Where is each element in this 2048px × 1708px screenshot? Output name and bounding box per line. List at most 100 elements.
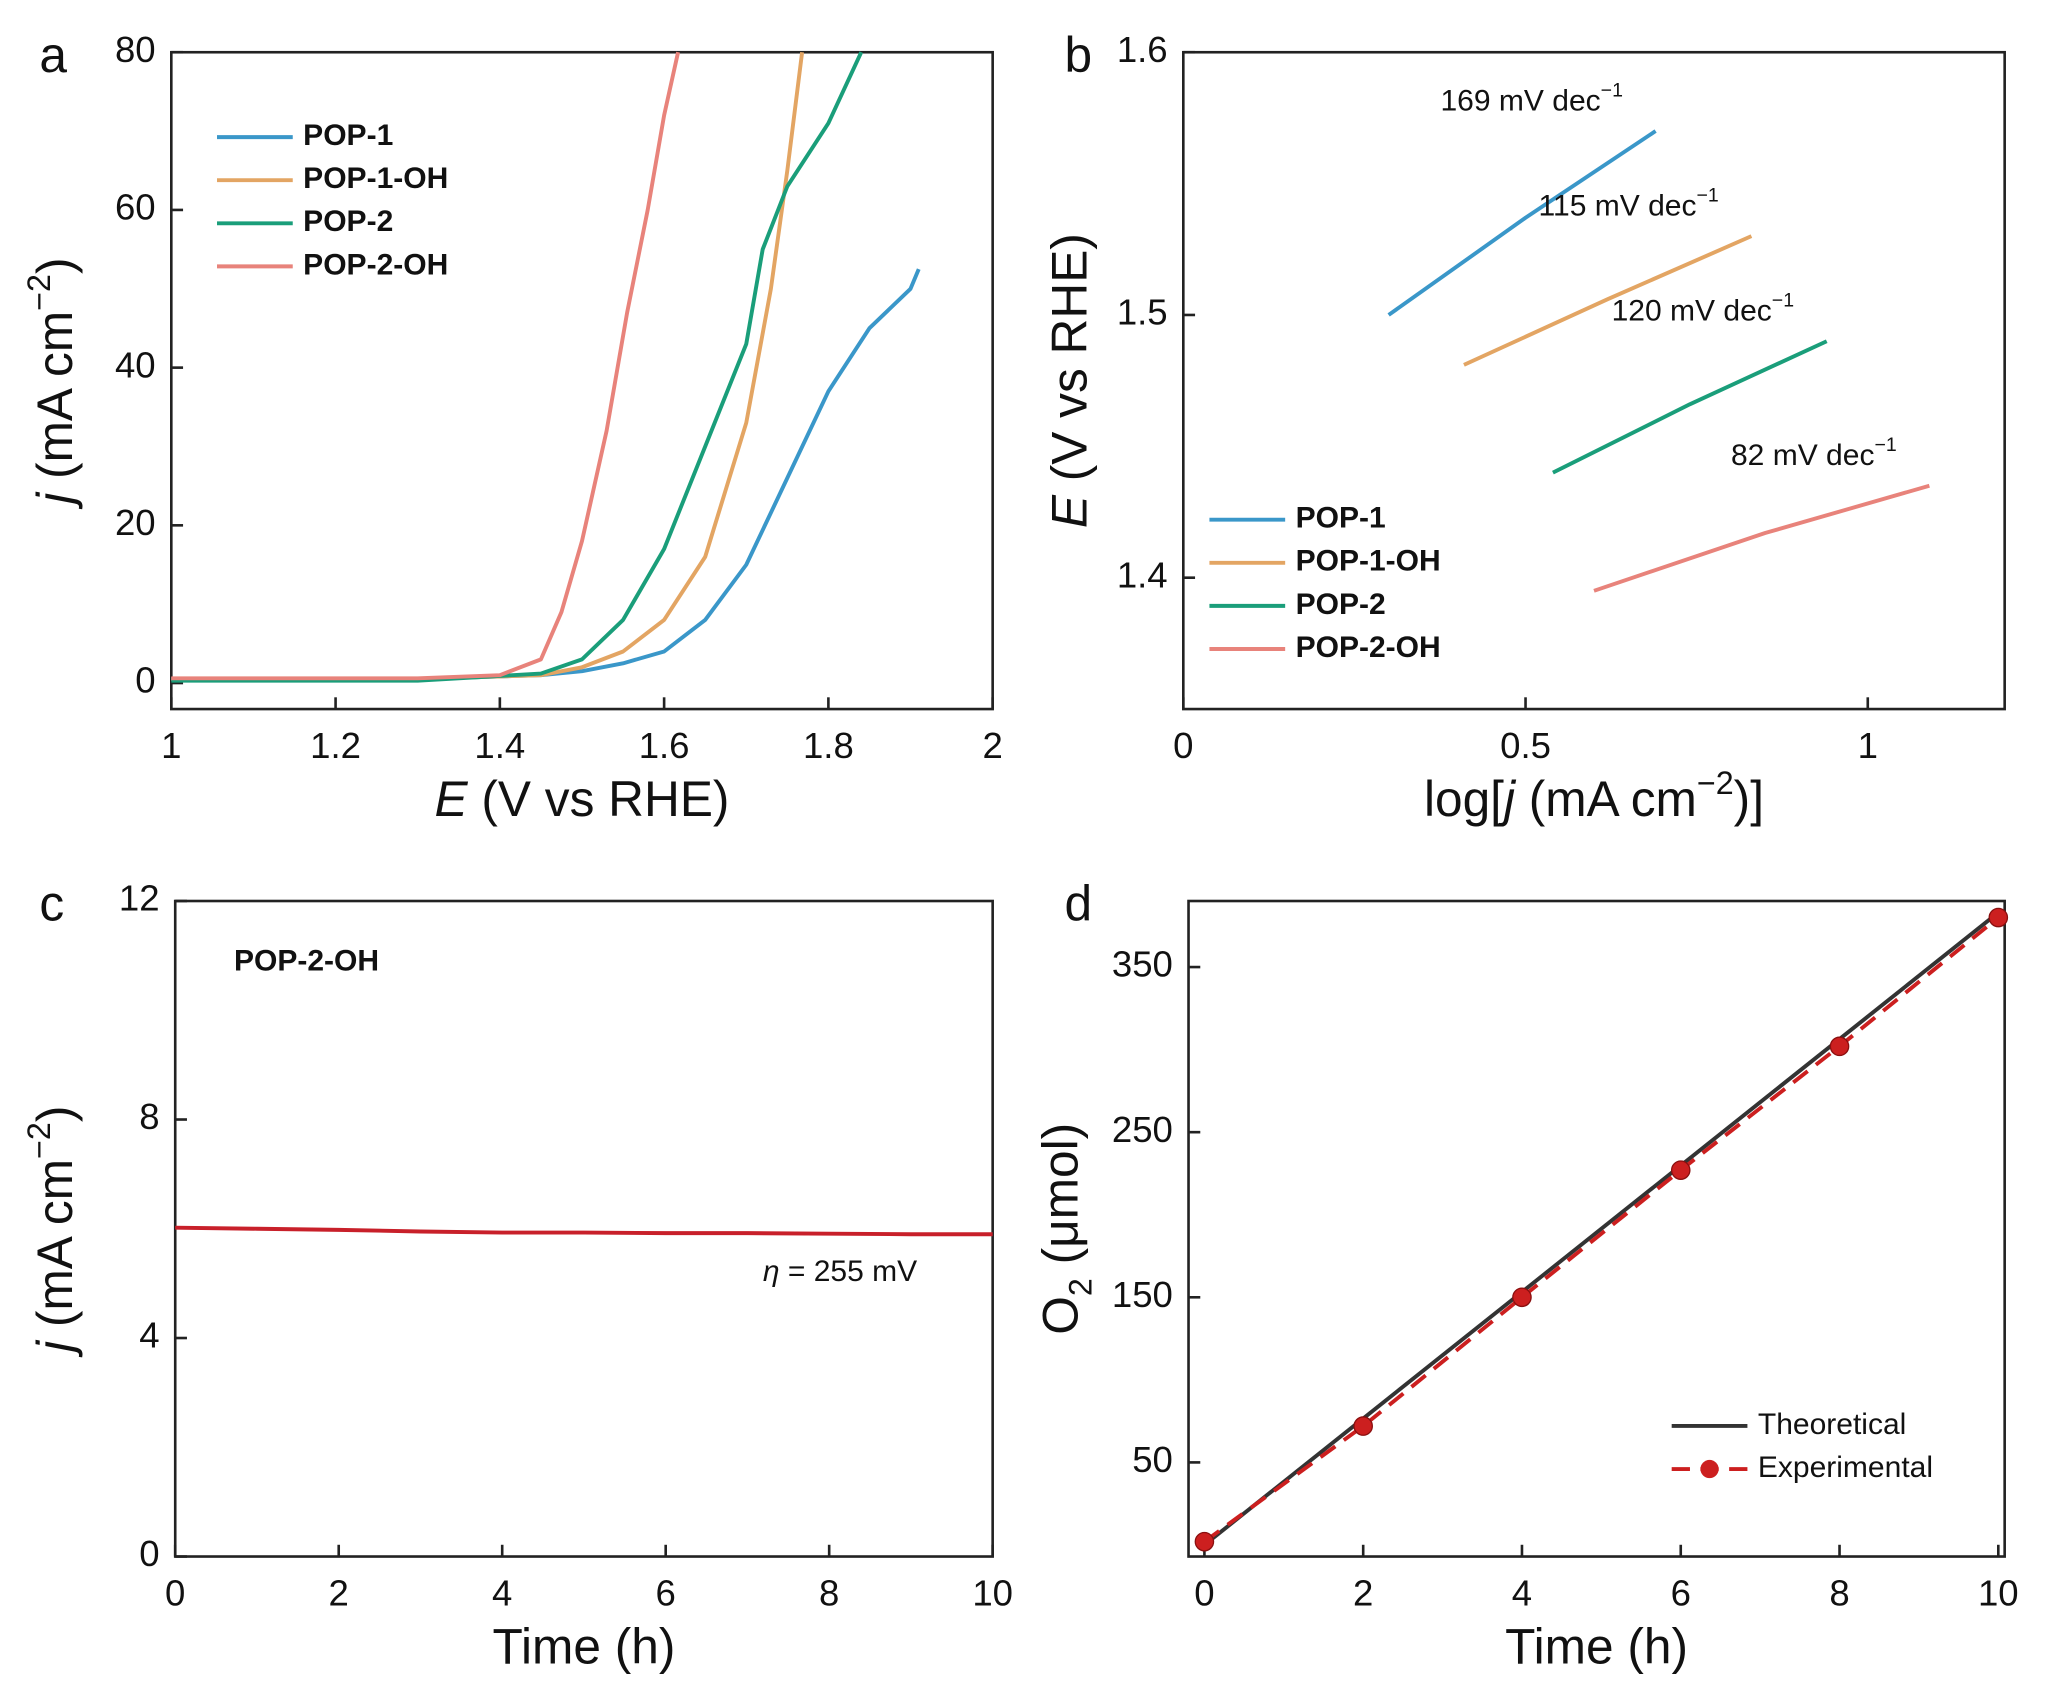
x-axis-label: log[j (mA cm−2)]: [1424, 765, 1764, 828]
x-tick-label: 1.4: [474, 725, 525, 766]
panel-label: d: [1064, 876, 1092, 932]
data-point: [1670, 1160, 1691, 1180]
y-axis-label-part: −2: [21, 274, 57, 311]
x-tick-label: 0.5: [1500, 725, 1551, 766]
annotation-part: η: [763, 1255, 780, 1288]
y-axis-label: j (mA cm−2): [21, 1106, 84, 1358]
slope-label-part: 169 mV dec: [1440, 84, 1600, 117]
slope-label: 82 mV dec−1: [1731, 434, 1897, 472]
x-tick-label: 1.6: [639, 725, 690, 766]
y-axis-label-part: j: [27, 1339, 83, 1358]
x-axis-label-part: Time (h): [1505, 1619, 1688, 1675]
data-point: [1194, 1531, 1215, 1552]
x-axis-label-part: Time (h): [493, 1619, 676, 1675]
y-axis-label: j (mA cm−2): [21, 258, 84, 510]
x-tick-label: 0: [1173, 725, 1193, 766]
x-axis-label: Time (h): [1505, 1619, 1688, 1675]
legend-label: Theoretical: [1758, 1408, 1906, 1441]
series-line: [1552, 339, 1828, 475]
series-line: [171, 51, 864, 683]
series-line: [175, 1225, 993, 1237]
slope-label: 115 mV dec−1: [1539, 185, 1719, 223]
x-tick-label: 6: [1671, 1572, 1691, 1613]
y-axis-label-part: (mA cm: [27, 1159, 83, 1341]
legend-marker: [1700, 1459, 1719, 1479]
y-tick-label: 4: [139, 1315, 159, 1356]
y-axis-label-part: ): [27, 258, 83, 275]
y-tick-label: 12: [119, 878, 160, 919]
x-tick-label: 2: [329, 1572, 349, 1613]
y-axis-label-part: (μmol): [1033, 1123, 1089, 1278]
panel-label: a: [39, 27, 67, 83]
legend-label: POP-1: [303, 119, 393, 152]
y-tick-label: 0: [135, 660, 155, 701]
x-axis-label-part: (mA cm: [1515, 771, 1697, 827]
data-point: [1829, 1036, 1850, 1057]
plot-frame: [1182, 50, 2006, 711]
legend-label: POP-1: [1296, 502, 1386, 535]
x-axis-label: E (V vs RHE): [435, 771, 730, 827]
x-axis-label: Time (h): [493, 1619, 676, 1675]
y-axis-label-part: 2: [1062, 1278, 1098, 1296]
x-axis-label-part: log[: [1424, 771, 1504, 827]
panel-label: c: [39, 876, 64, 932]
y-tick-label: 20: [115, 502, 156, 543]
slope-label-part: 120 mV dec: [1612, 294, 1772, 327]
x-axis-label-part: )]: [1734, 771, 1764, 827]
slope-label-part: −1: [1874, 434, 1896, 456]
legend-label: POP-2: [303, 205, 393, 238]
x-tick-label: 2: [982, 725, 1002, 766]
x-tick-label: 1.2: [310, 725, 361, 766]
series-line: [1593, 483, 1930, 593]
series-line: [171, 51, 680, 681]
x-tick-label: 0: [165, 1572, 185, 1613]
x-tick-label: 4: [492, 1572, 512, 1613]
y-tick-label: 1.5: [1117, 292, 1168, 333]
data-point: [1988, 907, 2009, 928]
y-tick-label: 8: [139, 1096, 159, 1137]
plot-frame: [170, 50, 994, 711]
slope-label: 120 mV dec−1: [1612, 290, 1794, 328]
y-tick-label: 1.4: [1117, 554, 1168, 595]
y-tick-label: 40: [115, 344, 156, 385]
legend-label: POP-2-OH: [303, 248, 448, 281]
x-axis-label-part: (V vs RHE): [468, 771, 730, 827]
slope-label-part: −1: [1601, 79, 1623, 101]
legend-label: Experimental: [1758, 1451, 1933, 1484]
y-tick-label: 350: [1112, 944, 1173, 985]
data-point: [1512, 1287, 1532, 1308]
y-tick-label: 150: [1112, 1274, 1173, 1315]
x-tick-label: 2: [1353, 1572, 1373, 1613]
y-tick-label: 1.6: [1117, 29, 1168, 70]
y-tick-label: 60: [115, 187, 156, 228]
slope-label-part: −1: [1697, 185, 1719, 207]
y-axis-label: E (V vs RHE): [1042, 233, 1098, 528]
slope-label: 169 mV dec−1: [1440, 79, 1622, 117]
y-axis-label-part: j: [27, 491, 83, 510]
slope-label-part: 82 mV dec: [1731, 439, 1874, 472]
x-tick-label: 8: [819, 1572, 839, 1613]
legend-label: POP-1-OH: [1296, 545, 1441, 578]
x-axis-label-part: E: [435, 771, 469, 827]
y-axis-label-part: −2: [21, 1122, 57, 1159]
y-axis-label-part: E: [1042, 494, 1098, 528]
y-tick-label: 50: [1132, 1439, 1173, 1480]
x-tick-label: 4: [1512, 1572, 1532, 1613]
plot-frame: [1187, 899, 2006, 1558]
y-axis-label-part: (V vs RHE): [1042, 233, 1098, 495]
x-tick-label: 0: [1194, 1572, 1214, 1613]
y-tick-label: 250: [1112, 1109, 1173, 1150]
x-tick-label: 1: [161, 725, 181, 766]
slope-label-part: 115 mV dec: [1539, 189, 1697, 222]
slope-label-part: −1: [1772, 290, 1794, 312]
series-line: [1203, 915, 2000, 1544]
panel-label: b: [1064, 27, 1092, 83]
x-tick-label: 10: [1978, 1572, 2019, 1613]
series-line: [1387, 129, 1657, 317]
y-axis-label-part: ): [27, 1106, 83, 1123]
x-tick-label: 1.8: [803, 725, 854, 766]
annotation: η = 255 mV: [763, 1255, 917, 1288]
legend-label: POP-2: [1296, 588, 1386, 621]
